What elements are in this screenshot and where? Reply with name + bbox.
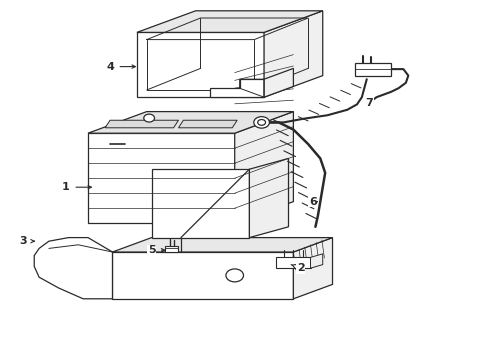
Circle shape xyxy=(253,117,269,128)
Polygon shape xyxy=(151,169,249,238)
Polygon shape xyxy=(264,68,293,97)
Polygon shape xyxy=(34,238,112,299)
Text: 1: 1 xyxy=(62,182,91,192)
Polygon shape xyxy=(249,158,288,238)
Polygon shape xyxy=(137,11,322,32)
Circle shape xyxy=(143,114,154,122)
Text: 2: 2 xyxy=(290,263,304,273)
Polygon shape xyxy=(354,63,390,76)
Polygon shape xyxy=(112,252,293,299)
Polygon shape xyxy=(178,120,237,128)
Polygon shape xyxy=(293,238,332,299)
Polygon shape xyxy=(234,112,293,223)
Polygon shape xyxy=(88,133,234,223)
Polygon shape xyxy=(105,120,178,128)
Polygon shape xyxy=(112,238,332,252)
Polygon shape xyxy=(276,257,310,268)
Polygon shape xyxy=(264,11,322,97)
Polygon shape xyxy=(165,246,178,252)
Polygon shape xyxy=(137,32,264,97)
Text: 7: 7 xyxy=(365,98,372,108)
Text: 6: 6 xyxy=(308,197,317,207)
Text: 3: 3 xyxy=(20,236,34,246)
Polygon shape xyxy=(88,112,293,133)
Polygon shape xyxy=(310,254,322,268)
Polygon shape xyxy=(210,79,264,97)
Text: 5: 5 xyxy=(147,245,164,255)
Circle shape xyxy=(225,269,243,282)
Circle shape xyxy=(257,120,265,125)
Text: 4: 4 xyxy=(106,62,135,72)
